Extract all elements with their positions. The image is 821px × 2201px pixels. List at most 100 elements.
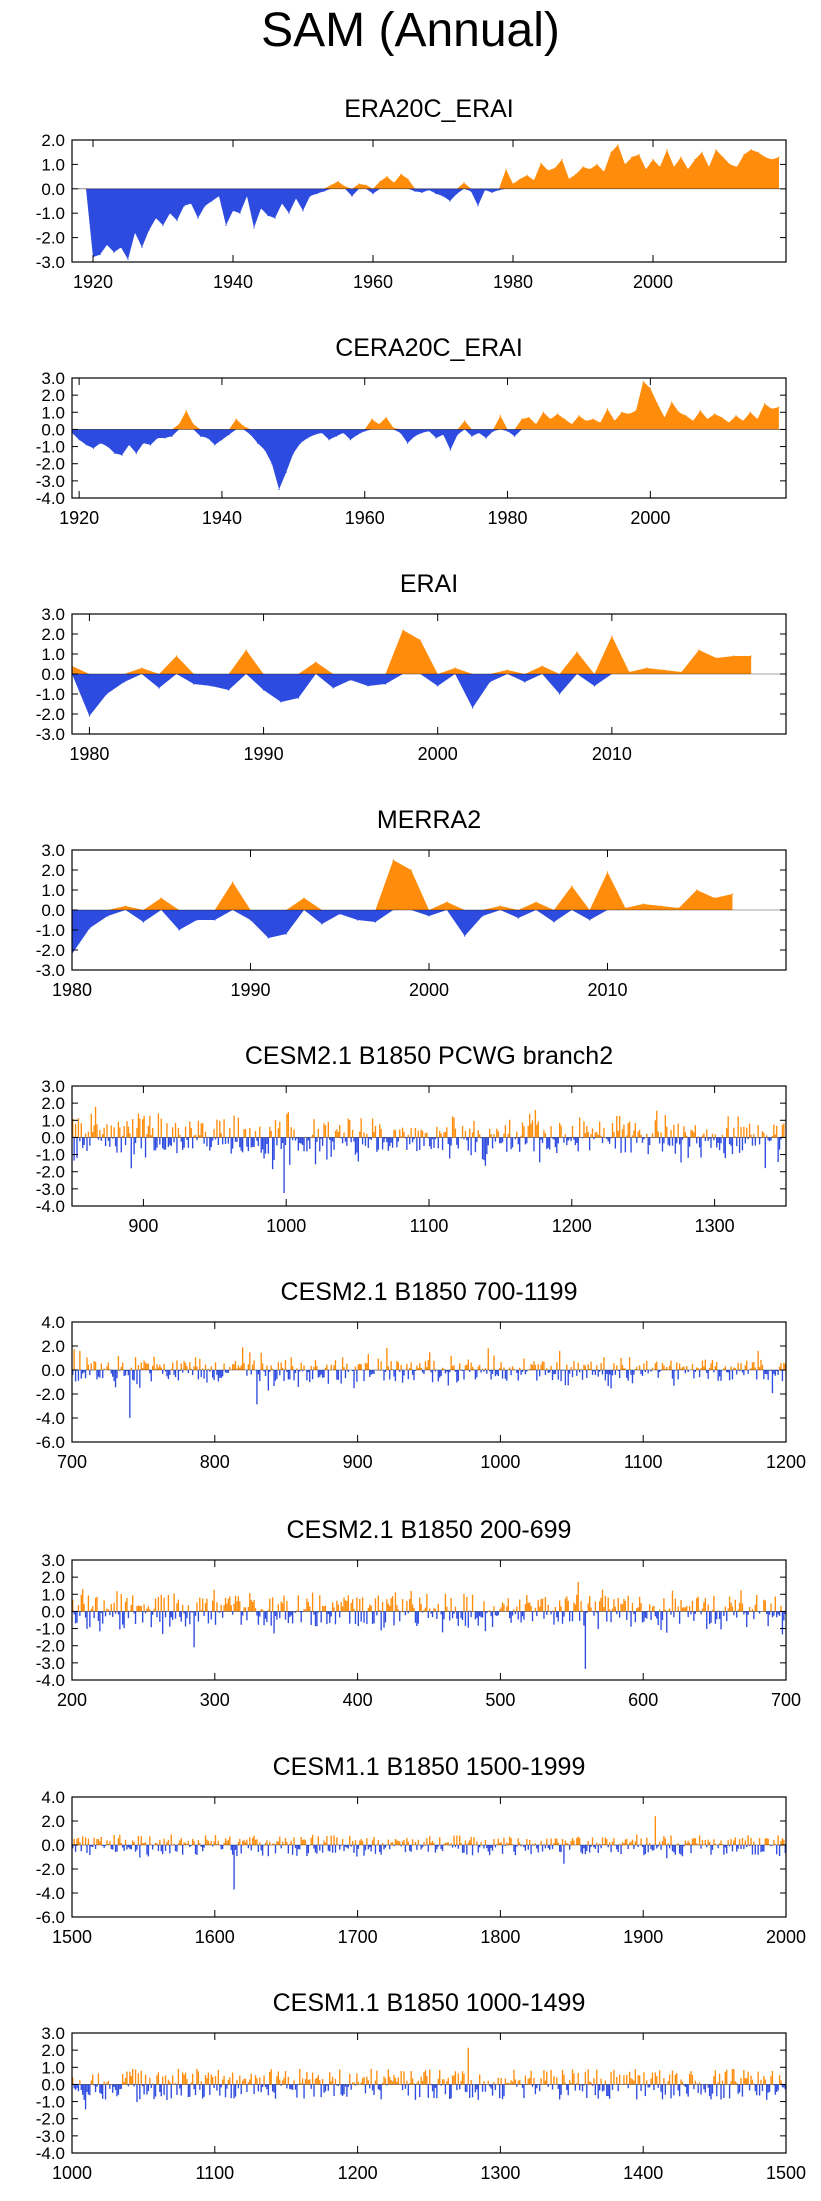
data-point <box>589 919 591 921</box>
data-point <box>680 671 683 673</box>
data-point <box>332 687 334 689</box>
data-point <box>489 681 491 683</box>
data-point <box>196 919 198 921</box>
series-marks <box>72 1347 786 1418</box>
data-point <box>160 897 162 899</box>
data-point <box>135 452 137 455</box>
figure-title: SAM (Annual) <box>261 4 560 57</box>
data-point <box>750 655 752 657</box>
chart-title: ERA20C_ERAI <box>344 95 514 123</box>
x-tick-label: 1920 <box>59 508 99 528</box>
data-point <box>428 915 430 917</box>
data-point <box>299 442 302 444</box>
y-tick-label: 0.0 <box>41 1602 65 1621</box>
series-marks <box>72 859 734 955</box>
data-point <box>731 893 734 895</box>
data-point <box>611 635 613 637</box>
x-tick-label: 1600 <box>195 1927 235 1947</box>
data-point <box>88 715 91 717</box>
y-tick-label: -2.0 <box>36 455 65 474</box>
data-point <box>477 205 479 207</box>
plot-frame <box>71 139 787 263</box>
y-tick-label: -2.0 <box>36 1163 65 1182</box>
data-point <box>232 881 234 883</box>
data-point <box>267 937 269 939</box>
data-point <box>628 671 630 673</box>
data-point <box>492 430 494 432</box>
x-tick-label: 1000 <box>52 2163 92 2183</box>
y-tick-label: 2.0 <box>41 2041 65 2060</box>
chart-title: CESM2.1 B1850 700-1199 <box>281 1278 578 1306</box>
data-point <box>435 193 437 195</box>
data-point <box>642 380 644 383</box>
y-tick-label: 0.0 <box>41 1836 65 1855</box>
x-tick-label: 1990 <box>244 744 284 764</box>
data-point <box>561 158 563 161</box>
data-point <box>610 151 612 153</box>
data-point <box>92 447 95 449</box>
y-tick-label: 0.0 <box>41 665 65 684</box>
data-point <box>414 190 416 192</box>
data-point <box>750 149 752 151</box>
data-point <box>228 433 230 436</box>
x-tick-label: 1200 <box>766 1452 806 1472</box>
data-point <box>471 707 474 709</box>
y-tick-label: -2.0 <box>36 1637 65 1656</box>
data-point <box>756 418 759 420</box>
data-point <box>687 168 689 170</box>
data-point <box>379 180 381 183</box>
data-point <box>694 158 696 161</box>
data-point <box>664 416 666 419</box>
y-tick-label: 0.0 <box>41 420 65 439</box>
data-point <box>698 649 700 651</box>
y-tick-label: -3.0 <box>36 253 65 272</box>
data-point <box>123 681 125 683</box>
chart-panel-8: CESM1.1 B1850 1500-1999 4.0 2.0 0.0 -2.0 -4.0… <box>36 1753 806 1947</box>
data-point <box>309 195 311 197</box>
data-point <box>749 411 751 413</box>
data-point <box>367 685 369 687</box>
data-point <box>763 403 766 405</box>
chart-title: CESM1.1 B1850 1500-1999 <box>273 1753 586 1781</box>
x-tick-label: 200 <box>57 1690 87 1710</box>
data-point <box>524 681 526 683</box>
data-point <box>764 156 766 158</box>
data-point <box>464 935 466 937</box>
data-point <box>175 655 178 657</box>
positive-area <box>72 860 733 910</box>
data-point <box>267 215 269 217</box>
data-point <box>617 144 619 146</box>
data-point <box>571 885 573 887</box>
x-tick-label: 900 <box>128 1216 158 1236</box>
y-tick-label: 4.0 <box>41 1788 65 1807</box>
data-point <box>190 202 192 205</box>
data-point <box>302 210 304 212</box>
data-point <box>649 387 651 389</box>
data-point <box>660 905 662 907</box>
data-point <box>505 168 507 170</box>
data-point <box>365 184 367 186</box>
y-tick-label: -4.0 <box>36 1884 65 1903</box>
data-point <box>606 871 609 873</box>
data-point <box>568 178 570 180</box>
data-point <box>99 254 101 256</box>
x-tick-label: 1940 <box>213 272 253 292</box>
data-point <box>315 661 317 663</box>
y-tick-label: 1.0 <box>41 155 65 174</box>
data-point <box>419 639 421 641</box>
x-tick-label: 2000 <box>409 980 449 1000</box>
x-tick-label: 1100 <box>624 1452 663 1472</box>
data-point <box>374 921 377 923</box>
x-tick-label: 1200 <box>552 1216 592 1236</box>
data-point <box>285 933 287 935</box>
data-point <box>193 683 195 685</box>
data-point <box>635 409 637 412</box>
y-tick-label: -1.0 <box>36 685 65 704</box>
x-tick-label: 1920 <box>73 272 113 292</box>
x-tick-label: 1940 <box>202 508 242 528</box>
data-point <box>757 151 759 153</box>
plot-frame <box>71 1796 787 1918</box>
y-tick-label: 3.0 <box>41 1077 65 1096</box>
data-point <box>342 432 344 434</box>
